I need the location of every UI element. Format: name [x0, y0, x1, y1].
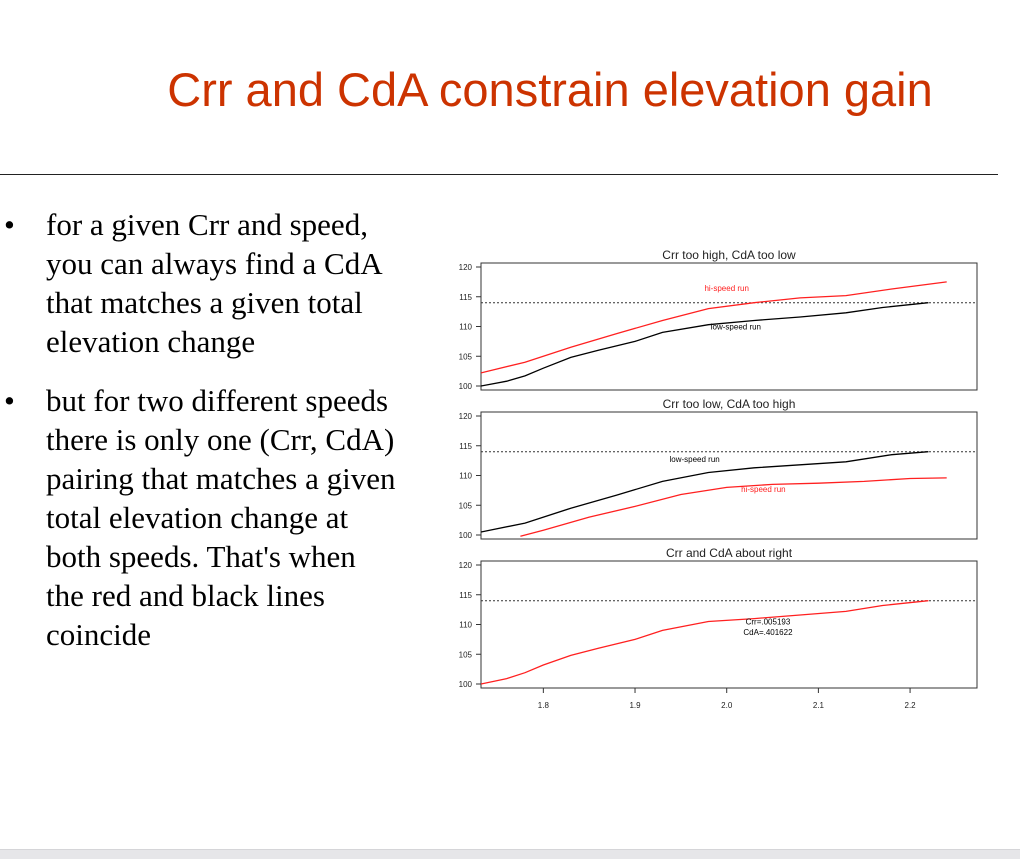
- x-tick-label: 2.0: [721, 701, 733, 710]
- y-tick-label: 105: [459, 501, 473, 510]
- bullet-item: • but for two different speeds there is o…: [0, 381, 400, 654]
- y-tick-label: 115: [459, 442, 472, 451]
- y-tick-label: 100: [459, 531, 473, 540]
- y-tick-label: 120: [459, 263, 473, 272]
- series-line-low-speed-run: [481, 302, 929, 387]
- y-tick-label: 115: [459, 591, 472, 600]
- bullet-icon: •: [4, 383, 15, 418]
- chart-title: Crr too high, CdA too low: [662, 248, 796, 262]
- y-tick-label: 120: [459, 412, 473, 421]
- plot-frame: [480, 560, 978, 689]
- annotation-label: low-speed run: [669, 455, 719, 464]
- series-line-low-speed-run: [481, 451, 929, 533]
- y-tick-label: 110: [459, 323, 472, 332]
- y-tick-label: 100: [459, 680, 473, 689]
- series-line-hi-speed-run: [481, 281, 947, 374]
- bullet-text: for a given Crr and speed, you can alway…: [46, 207, 381, 359]
- y-tick-label: 110: [459, 621, 472, 630]
- annotation-label: low-speed run: [711, 322, 761, 331]
- chart-title: Crr too low, CdA too high: [663, 397, 796, 411]
- bullet-icon: •: [4, 207, 15, 242]
- annotation-label: CdA=.401622: [743, 628, 793, 637]
- bullet-text: but for two different speeds there is on…: [46, 383, 396, 652]
- series-line-combined-run: [481, 600, 929, 685]
- chart-panel-1: Crr too high, CdA too low 100 105 110 115 120…: [459, 248, 978, 391]
- annotation-label: hi-speed run: [704, 284, 748, 293]
- annotation-label: hi-speed run: [741, 485, 785, 494]
- series-line-hi-speed-run: [520, 477, 947, 537]
- plot-frame: [480, 411, 978, 540]
- x-tick-label: 1.9: [629, 701, 641, 710]
- bullet-list: • for a given Crr and speed, you can alwa…: [0, 205, 400, 674]
- y-tick-label: 105: [459, 352, 473, 361]
- y-tick-label: 120: [459, 561, 473, 570]
- y-tick-label: 115: [459, 293, 472, 302]
- chart-title: Crr and CdA about right: [666, 546, 793, 560]
- chart-panel-2: Crr too low, CdA too high 100 105 110 115 120…: [459, 397, 978, 540]
- title-divider: [0, 174, 998, 175]
- chart-panel-3: Crr and CdA about right 100 105 110 115 120 1.…: [459, 546, 978, 710]
- y-tick-label: 105: [459, 650, 473, 659]
- annotation-label: Crr=.005193: [746, 618, 791, 627]
- bottom-bar: [0, 849, 1020, 859]
- x-tick-label: 1.8: [538, 701, 550, 710]
- slide-title: Crr and CdA constrain elevation gain: [167, 63, 933, 116]
- y-tick-label: 100: [459, 382, 473, 391]
- x-tick-label: 2.1: [813, 701, 825, 710]
- x-tick-label: 2.2: [905, 701, 917, 710]
- elevation-charts: Crr too high, CdA too low 100 105 110 115 120…: [459, 248, 978, 710]
- bullet-item: • for a given Crr and speed, you can alwa…: [0, 205, 400, 361]
- y-tick-label: 110: [459, 472, 472, 481]
